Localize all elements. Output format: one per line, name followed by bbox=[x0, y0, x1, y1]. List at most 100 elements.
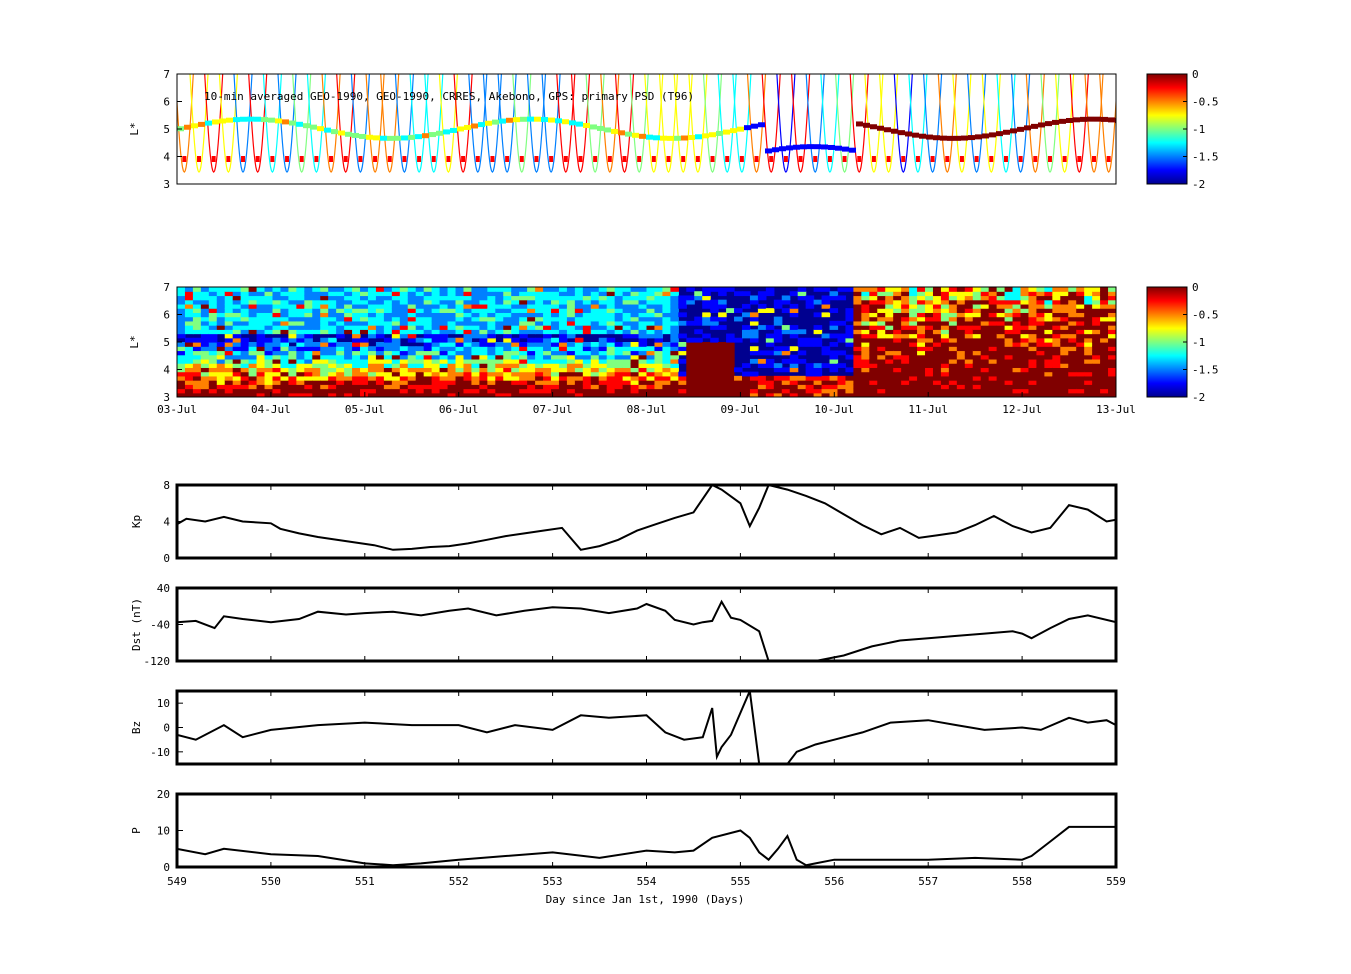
heatmap-cell bbox=[495, 371, 504, 377]
heatmap-cell bbox=[670, 384, 679, 390]
ytick-label: 3 bbox=[163, 178, 170, 191]
heatmap-cell bbox=[638, 287, 648, 292]
heatmap-cell bbox=[296, 354, 305, 360]
heatmap-cell bbox=[614, 350, 624, 356]
heatmap-cell bbox=[1044, 303, 1053, 309]
heatmap-cell bbox=[837, 380, 847, 385]
heatmap-cell bbox=[200, 287, 210, 292]
heatmap-cell bbox=[248, 346, 258, 352]
heatmap-cell bbox=[312, 354, 321, 360]
heatmap-cell bbox=[487, 287, 496, 292]
heatmap-cell bbox=[375, 358, 385, 364]
orbit-low-l bbox=[974, 156, 979, 162]
orbit-low-l bbox=[1077, 156, 1082, 162]
heatmap-cell bbox=[240, 346, 250, 352]
heatmap-cell bbox=[487, 375, 496, 381]
heatmap-cell bbox=[893, 367, 902, 373]
heatmap-cell bbox=[805, 384, 815, 390]
heatmap-cell bbox=[383, 363, 393, 368]
heatmap-cell bbox=[543, 325, 552, 330]
heatmap-cell bbox=[646, 329, 656, 335]
heatmap-cell bbox=[789, 325, 799, 330]
heatmap-cell bbox=[471, 329, 480, 335]
heatmap-cell bbox=[503, 388, 512, 394]
heatmap-cell bbox=[909, 299, 918, 305]
heatmap-cell bbox=[694, 363, 703, 368]
heatmap-cell bbox=[702, 312, 711, 318]
heatmap-cell bbox=[447, 325, 457, 330]
heatmap-cell bbox=[1020, 291, 1030, 297]
heatmap-cell bbox=[1084, 295, 1093, 301]
heatmap-cell bbox=[344, 303, 353, 309]
heatmap-cell bbox=[1004, 333, 1014, 339]
heatmap-cell bbox=[352, 295, 361, 301]
heatmap-cell bbox=[789, 308, 799, 313]
heatmap-cell bbox=[551, 367, 560, 373]
heatmap-cell bbox=[415, 358, 425, 364]
heatmap-cell bbox=[1068, 329, 1077, 335]
heatmap-cell bbox=[972, 295, 982, 301]
heatmap-cell bbox=[328, 371, 337, 377]
heatmap-cell bbox=[1092, 333, 1101, 339]
heatmap-cell bbox=[439, 291, 449, 297]
heatmap-cell bbox=[455, 346, 465, 352]
orbit-low-l bbox=[1018, 156, 1023, 162]
heatmap-cell bbox=[527, 287, 536, 292]
heatmap-cell bbox=[956, 346, 966, 352]
heatmap-cell bbox=[1060, 350, 1069, 356]
heatmap-cell bbox=[1084, 388, 1093, 394]
heatmap-cell bbox=[940, 316, 950, 322]
heatmap-cell bbox=[646, 363, 656, 368]
heatmap-cell bbox=[224, 388, 234, 394]
heatmap-cell bbox=[757, 308, 767, 313]
heatmap-cell bbox=[670, 354, 679, 360]
heatmap-cell bbox=[232, 308, 242, 313]
heatmap-cell bbox=[980, 291, 990, 297]
heatmap-cell bbox=[582, 291, 592, 297]
orbit-track bbox=[864, 74, 884, 173]
heatmap-cell bbox=[734, 375, 743, 381]
heatmap-cell bbox=[917, 320, 926, 326]
heatmap-cell bbox=[630, 371, 640, 377]
heatmap-cell bbox=[495, 346, 504, 352]
heatmap-cell bbox=[296, 333, 305, 339]
heatmap-cell bbox=[344, 371, 353, 377]
heatmap-cell bbox=[551, 299, 560, 305]
heatmap-cell bbox=[177, 316, 186, 322]
heatmap-cell bbox=[1052, 308, 1061, 313]
heatmap-cell bbox=[495, 299, 504, 305]
heatmap-cell bbox=[503, 337, 512, 343]
heatmap-cell bbox=[869, 354, 878, 360]
psd-reanalysis-heatmap bbox=[177, 287, 1116, 397]
heatmap-cell bbox=[367, 388, 377, 394]
heatmap-cell bbox=[463, 375, 473, 381]
heatmap-cell bbox=[1068, 333, 1077, 339]
heatmap-cell bbox=[264, 320, 274, 326]
heatmap-cell bbox=[566, 346, 576, 352]
heatmap-cell bbox=[471, 384, 480, 390]
heatmap-cell bbox=[574, 291, 584, 297]
heatmap-cell bbox=[829, 358, 839, 364]
heatmap-cell bbox=[519, 358, 528, 364]
heatmap-cell bbox=[988, 303, 998, 309]
heatmap-cell bbox=[702, 295, 711, 301]
heatmap-cell bbox=[439, 350, 449, 356]
geo-track-cell bbox=[590, 124, 597, 130]
geo-track-cell bbox=[520, 116, 527, 122]
heatmap-cell bbox=[710, 363, 719, 368]
heatmap-cell bbox=[1084, 346, 1093, 352]
heatmap-cell bbox=[925, 337, 934, 343]
heatmap-cell bbox=[654, 392, 664, 397]
heatmap-cell bbox=[344, 329, 353, 335]
heatmap-cell bbox=[853, 329, 862, 335]
heatmap-cell bbox=[829, 388, 839, 394]
heatmap-cell bbox=[543, 291, 552, 297]
heatmap-cell bbox=[940, 358, 950, 364]
heatmap-cell bbox=[551, 308, 560, 313]
heatmap-cell bbox=[240, 320, 250, 326]
heatmap-cell bbox=[654, 287, 664, 292]
heatmap-cell bbox=[391, 329, 401, 335]
heatmap-cell bbox=[423, 312, 433, 318]
heatmap-cell bbox=[407, 287, 417, 292]
